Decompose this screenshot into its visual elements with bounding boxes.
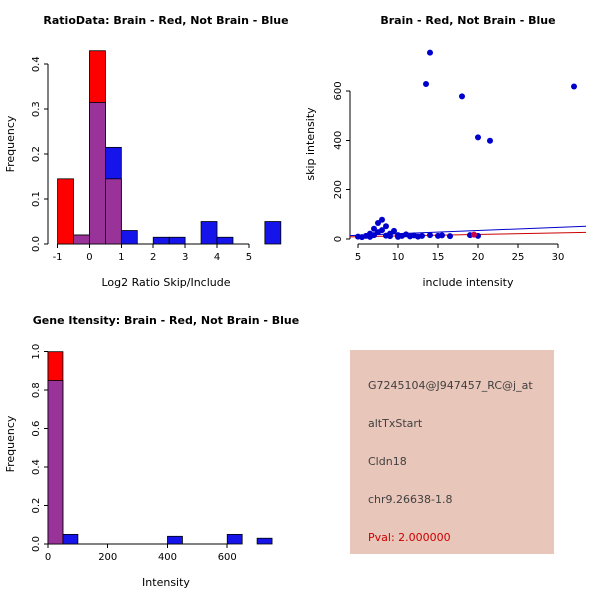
svg-text:Frequency: Frequency (4, 415, 17, 472)
svg-text:1: 1 (118, 252, 124, 263)
svg-text:Frequency: Frequency (4, 115, 17, 172)
svg-text:10: 10 (392, 252, 405, 263)
panel-gene-intensity-histogram: Gene Itensity: Brain - Red, Not Brain - … (0, 300, 300, 600)
svg-text:0.2: 0.2 (31, 146, 42, 162)
svg-text:0.0: 0.0 (31, 536, 42, 552)
panel-ratio-histogram: RatioData: Brain - Red, Not Brain - Blue… (0, 0, 300, 300)
gene-info-box: G7245104@J947457_RC@j_at altTxStart Cldn… (350, 350, 554, 554)
svg-text:0: 0 (333, 236, 344, 242)
ratio-histogram-plot: RatioData: Brain - Red, Not Brain - Blue… (4, 14, 289, 289)
svg-text:5: 5 (246, 252, 252, 263)
svg-text:0.8: 0.8 (31, 382, 42, 398)
panel-intensity-scatter: Brain - Red, Not Brain - Blue 5 10 15 20 25 30… (300, 0, 600, 300)
svg-text:30: 30 (552, 252, 565, 263)
svg-text:400: 400 (333, 131, 344, 150)
svg-text:0.2: 0.2 (31, 498, 42, 514)
svg-text:0.1: 0.1 (31, 191, 42, 207)
svg-text:0: 0 (86, 252, 92, 263)
gene-symbol-text: Cldn18 (368, 455, 407, 468)
svg-text:0.4: 0.4 (31, 459, 42, 475)
svg-text:3: 3 (182, 252, 188, 263)
chromosome-location-text: chr9.26638-1.8 (368, 493, 453, 506)
svg-text:2: 2 (150, 252, 156, 263)
intensity-scatter-plot: Brain - Red, Not Brain - Blue 5 10 15 20 25 30… (304, 14, 587, 289)
gene-intensity-histogram-plot: Gene Itensity: Brain - Red, Not Brain - … (4, 314, 299, 589)
svg-text:0.4: 0.4 (31, 56, 42, 72)
svg-text:0.0: 0.0 (31, 236, 42, 252)
pvalue-text: Pval: 2.000000 (368, 531, 451, 544)
svg-text:600: 600 (218, 552, 237, 563)
svg-text:0.6: 0.6 (31, 421, 42, 437)
svg-text:0: 0 (45, 552, 51, 563)
svg-text:200: 200 (333, 180, 344, 199)
svg-text:25: 25 (512, 252, 525, 263)
svg-text:Log2 Ratio Skip/Include: Log2 Ratio Skip/Include (101, 276, 230, 289)
svg-text:include intensity: include intensity (422, 276, 514, 289)
svg-text:0.3: 0.3 (31, 101, 42, 117)
svg-text:200: 200 (98, 552, 117, 563)
svg-text:RatioData: Brain - Red, Not Br: RatioData: Brain - Red, Not Brain - Blue (43, 14, 288, 27)
svg-text:1.0: 1.0 (31, 344, 42, 360)
svg-text:600: 600 (333, 81, 344, 100)
svg-text:4: 4 (214, 252, 220, 263)
probe-id-text: G7245104@J947457_RC@j_at (368, 379, 533, 392)
svg-text:-1: -1 (53, 252, 63, 263)
svg-text:Intensity: Intensity (142, 576, 190, 589)
svg-text:Brain - Red, Not Brain - Blue: Brain - Red, Not Brain - Blue (380, 14, 555, 27)
panel-info: G7245104@J947457_RC@j_at altTxStart Cldn… (300, 300, 600, 600)
splice-type-text: altTxStart (368, 417, 423, 430)
svg-text:5: 5 (355, 252, 361, 263)
svg-text:15: 15 (432, 252, 445, 263)
svg-text:20: 20 (472, 252, 485, 263)
svg-text:Gene Itensity: Brain - Red, No: Gene Itensity: Brain - Red, Not Brain - … (33, 314, 299, 327)
svg-text:skip intensity: skip intensity (304, 107, 317, 181)
svg-text:400: 400 (158, 552, 177, 563)
